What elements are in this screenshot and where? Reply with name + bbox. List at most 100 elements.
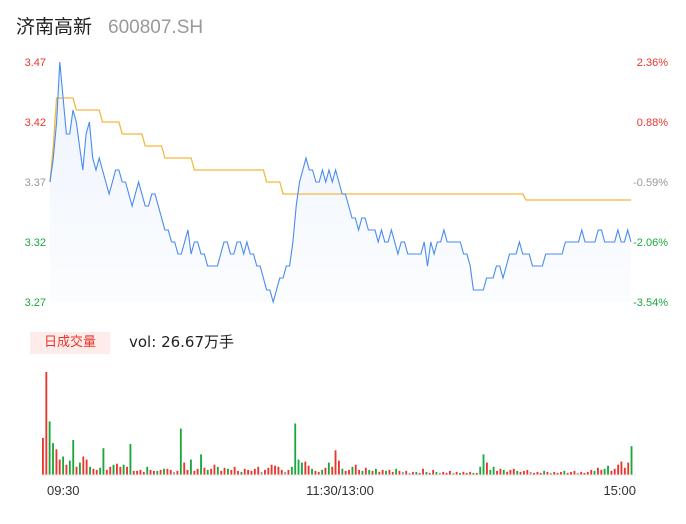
volume-bar [284, 471, 287, 475]
volume-bar [169, 469, 172, 476]
stock-code: 600807.SH [108, 17, 204, 38]
volume-bar [210, 468, 213, 475]
volume-bar [227, 468, 229, 475]
volume-bar [324, 467, 327, 475]
volume-bar [42, 437, 44, 475]
volume-bar [99, 467, 102, 475]
volume-bar [240, 471, 243, 475]
volume-bar [519, 471, 522, 475]
volume-bar [563, 470, 566, 475]
pct-tick-label: -2.06% [633, 237, 668, 249]
volume-bar [119, 466, 122, 475]
volume-bar [126, 466, 128, 475]
volume-bar [381, 469, 384, 476]
volume-bar [247, 469, 250, 476]
volume-bar [142, 471, 145, 475]
volume-bar [438, 472, 441, 475]
price-axis-left: 3.47 3.42 3.37 3.32 3.27 [25, 57, 46, 309]
volume-bar [465, 472, 468, 475]
volume-bar [55, 449, 58, 476]
volume-bar [213, 464, 216, 475]
volume-bar [116, 463, 118, 475]
volume-bar [173, 471, 176, 475]
volume-bar [590, 469, 593, 476]
volume-bar [223, 467, 226, 475]
volume-bar [109, 466, 112, 475]
volume-bar [203, 467, 206, 475]
volume-bar [166, 468, 169, 475]
volume-bar [338, 460, 340, 475]
volume-bar [586, 471, 589, 475]
volume-tab[interactable]: 日成交量 [30, 332, 110, 354]
volume-bar [327, 462, 330, 475]
volume-bar [560, 471, 562, 475]
volume-bar [516, 470, 519, 475]
volume-bars [42, 372, 633, 476]
volume-bar [344, 470, 347, 475]
volume-bar [543, 470, 546, 475]
time-tick-label: 11:30/13:00 [306, 483, 374, 498]
volume-bar [243, 468, 246, 475]
volume-bar [428, 472, 431, 475]
volume-bar [630, 446, 633, 475]
volume-bar [233, 466, 236, 475]
volume-bar [75, 466, 78, 475]
volume-bar [603, 468, 606, 475]
volume-bar [512, 468, 515, 475]
volume-bar [475, 472, 478, 475]
volume-bar [348, 469, 350, 476]
volume-bar [58, 459, 61, 475]
volume-readout-label: vol: [129, 333, 157, 351]
volume-bar [82, 456, 85, 475]
volume-bar [405, 470, 408, 475]
volume-bar [368, 469, 371, 476]
volume-bar [536, 471, 539, 475]
volume-bar [45, 372, 48, 475]
volume-bar [432, 469, 435, 476]
time-axis: 09:30 11:30/13:00 15:00 [47, 483, 636, 498]
volume-bar [253, 468, 256, 475]
volume-bar [496, 470, 498, 475]
volume-bar [375, 468, 377, 475]
volume-bar [264, 469, 266, 476]
volume-bar [220, 470, 223, 475]
volume-bar [623, 467, 626, 475]
volume-bar [136, 470, 139, 475]
volume-bar [139, 469, 142, 476]
volume-bar [301, 462, 303, 475]
volume-bar [364, 467, 367, 475]
volume-bar [267, 467, 270, 475]
volume-bar [183, 462, 186, 475]
volume-bar [193, 470, 196, 475]
volume-bar [186, 469, 189, 476]
volume-bar [179, 428, 182, 475]
volume-bar [529, 471, 532, 475]
volume-bar [462, 471, 465, 475]
volume-bar [482, 454, 485, 475]
time-tick-label: 15:00 [603, 483, 636, 498]
volume-bar [294, 423, 297, 475]
volume-bar [502, 469, 505, 476]
volume-bar [472, 472, 475, 475]
volume-bar [452, 472, 455, 475]
volume-bar [196, 468, 199, 475]
volume-bar [112, 464, 115, 475]
volume-bar [85, 459, 88, 475]
time-tick-label: 09:30 [47, 483, 80, 498]
volume-readout: vol: 26.67万手 [129, 332, 234, 352]
volume-bar [250, 470, 253, 475]
volume-bar [156, 470, 159, 475]
volume-bar [311, 468, 313, 475]
volume-bar [597, 467, 599, 475]
volume-bar [361, 470, 364, 475]
volume-bar [553, 471, 556, 475]
volume-bar [257, 466, 260, 475]
volume-bar [62, 456, 65, 475]
volume-bar [523, 470, 525, 475]
volume-bar [556, 472, 559, 475]
volume-bar [627, 462, 630, 475]
volume-bar [277, 466, 280, 475]
volume-bar [159, 469, 162, 476]
pct-tick-label: -3.54% [633, 297, 668, 309]
